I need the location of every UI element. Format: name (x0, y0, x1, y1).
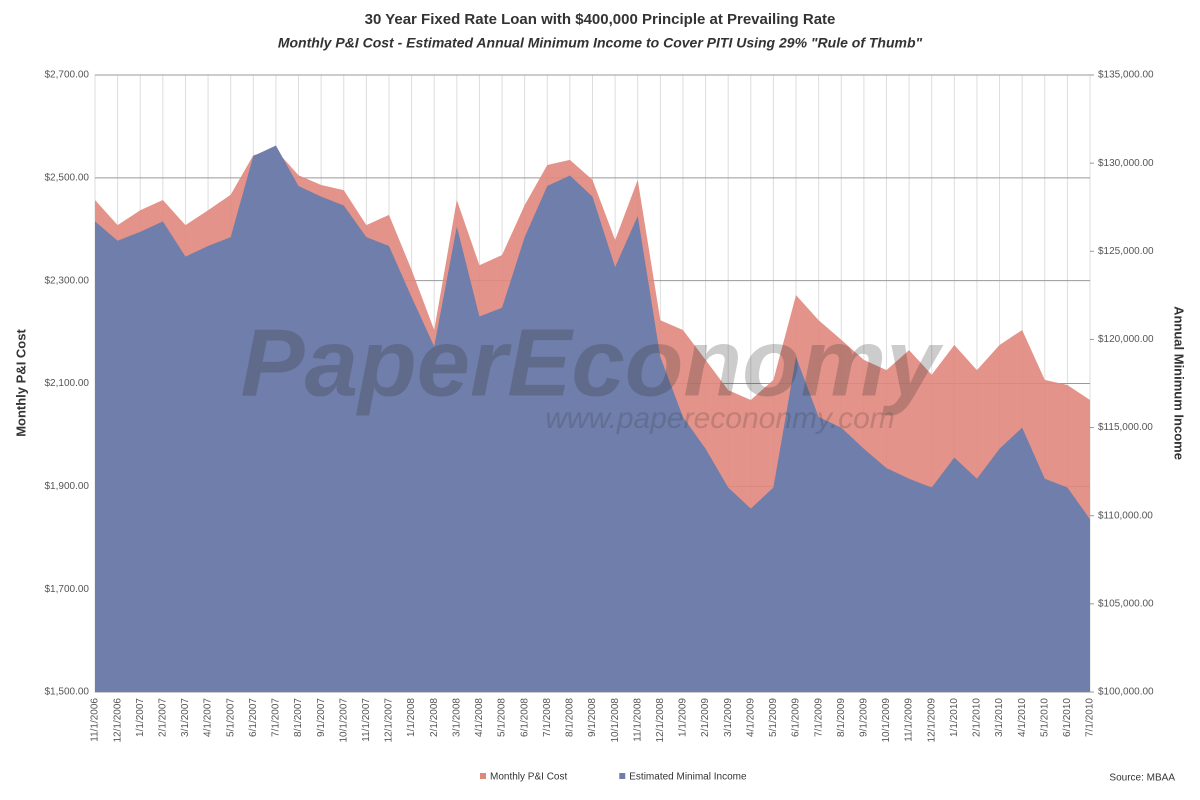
x-tick-label: 5/1/2008 (497, 698, 508, 737)
y2-tick-label: $135,000.00 (1098, 70, 1154, 81)
x-tick-label: 7/1/2009 (813, 698, 824, 737)
x-tick-label: 3/1/2007 (180, 698, 191, 737)
x-tick-label: 1/1/2007 (135, 698, 146, 737)
y2-tick-label: $105,000.00 (1098, 598, 1154, 609)
x-tick-label: 10/1/2008 (610, 698, 621, 743)
chart-subtitle: Monthly P&I Cost - Estimated Annual Mini… (278, 35, 923, 51)
x-tick-label: 3/1/2009 (723, 698, 734, 737)
x-tick-label: 1/1/2009 (678, 698, 689, 737)
y2-axis-title: Annual Minimum Income (1172, 306, 1187, 460)
x-tick-label: 4/1/2008 (474, 698, 485, 737)
watermark-url: www.paperecononmy.com (545, 402, 895, 435)
y-tick-label: $2,500.00 (45, 172, 90, 183)
x-tick-label: 2/1/2009 (700, 698, 711, 737)
y2-tick-label: $120,000.00 (1098, 334, 1154, 345)
x-tick-label: 12/1/2006 (112, 698, 123, 743)
y2-tick-label: $115,000.00 (1098, 422, 1153, 433)
x-tick-label: 4/1/2007 (203, 698, 214, 737)
chart-title: 30 Year Fixed Rate Loan with $400,000 Pr… (365, 11, 836, 28)
x-tick-label: 9/1/2008 (587, 698, 598, 737)
y-tick-label: $1,900.00 (45, 481, 90, 492)
x-tick-label: 3/1/2010 (994, 698, 1005, 737)
area-series (95, 145, 1090, 692)
y2-tick-label: $110,000.00 (1098, 510, 1153, 521)
x-tick-label: 7/1/2010 (1085, 698, 1096, 737)
x-tick-label: 6/1/2009 (791, 698, 802, 737)
x-tick-label: 10/1/2009 (881, 698, 892, 743)
legend-swatch (480, 773, 486, 779)
x-tick-label: 11/1/2006 (90, 698, 101, 742)
x-tick-label: 4/1/2010 (1017, 698, 1028, 737)
x-tick-label: 12/1/2009 (926, 698, 937, 743)
x-tick-label: 12/1/2007 (384, 698, 395, 743)
x-tick-label: 7/1/2008 (542, 698, 553, 737)
y-tick-label: $2,700.00 (45, 70, 90, 81)
x-tick-label: 6/1/2008 (519, 698, 530, 737)
x-tick-label: 11/1/2009 (904, 698, 915, 742)
y-tick-label: $2,300.00 (45, 275, 90, 286)
y-tick-label: $1,500.00 (45, 687, 90, 698)
legend-label: Monthly P&I Cost (490, 772, 567, 783)
source-note: Source: MBAA (1109, 773, 1175, 784)
x-tick-label: 9/1/2009 (859, 698, 870, 737)
y2-tick-label: $100,000.00 (1098, 687, 1154, 698)
watermark: PaperEconomy (241, 309, 945, 416)
x-tick-label: 2/1/2010 (972, 698, 983, 737)
x-tick-label: 2/1/2008 (429, 698, 440, 737)
x-tick-label: 5/1/2007 (225, 698, 236, 737)
legend-label: Estimated Minimal Income (629, 772, 747, 783)
x-tick-label: 8/1/2008 (565, 698, 576, 737)
x-tick-label: 6/1/2010 (1062, 698, 1073, 737)
x-tick-label: 11/1/2008 (632, 698, 643, 742)
x-tick-label: 8/1/2007 (293, 698, 304, 737)
x-tick-label: 9/1/2007 (316, 698, 327, 737)
x-tick-label: 3/1/2008 (451, 698, 462, 737)
x-tick-label: 6/1/2007 (248, 698, 259, 737)
x-tick-label: 8/1/2009 (836, 698, 847, 737)
x-tick-label: 5/1/2010 (1039, 698, 1050, 737)
y-axis-title: Monthly P&I Cost (13, 329, 28, 437)
x-tick-label: 12/1/2008 (655, 698, 666, 743)
x-tick-label: 1/1/2010 (949, 698, 960, 737)
x-tick-label: 5/1/2009 (768, 698, 779, 737)
x-tick-label: 2/1/2007 (157, 698, 168, 737)
legend-swatch (619, 773, 626, 779)
x-tick-label: 11/1/2007 (361, 698, 372, 742)
x-tick-label: 4/1/2009 (745, 698, 756, 737)
y-tick-label: $1,700.00 (45, 584, 90, 595)
x-tick-label: 7/1/2007 (271, 698, 282, 737)
y2-tick-label: $125,000.00 (1098, 246, 1154, 257)
x-tick-label: 1/1/2008 (406, 698, 417, 737)
y-tick-label: $2,100.00 (45, 378, 90, 389)
x-tick-label: 10/1/2007 (338, 698, 349, 743)
y2-tick-label: $130,000.00 (1098, 158, 1154, 169)
